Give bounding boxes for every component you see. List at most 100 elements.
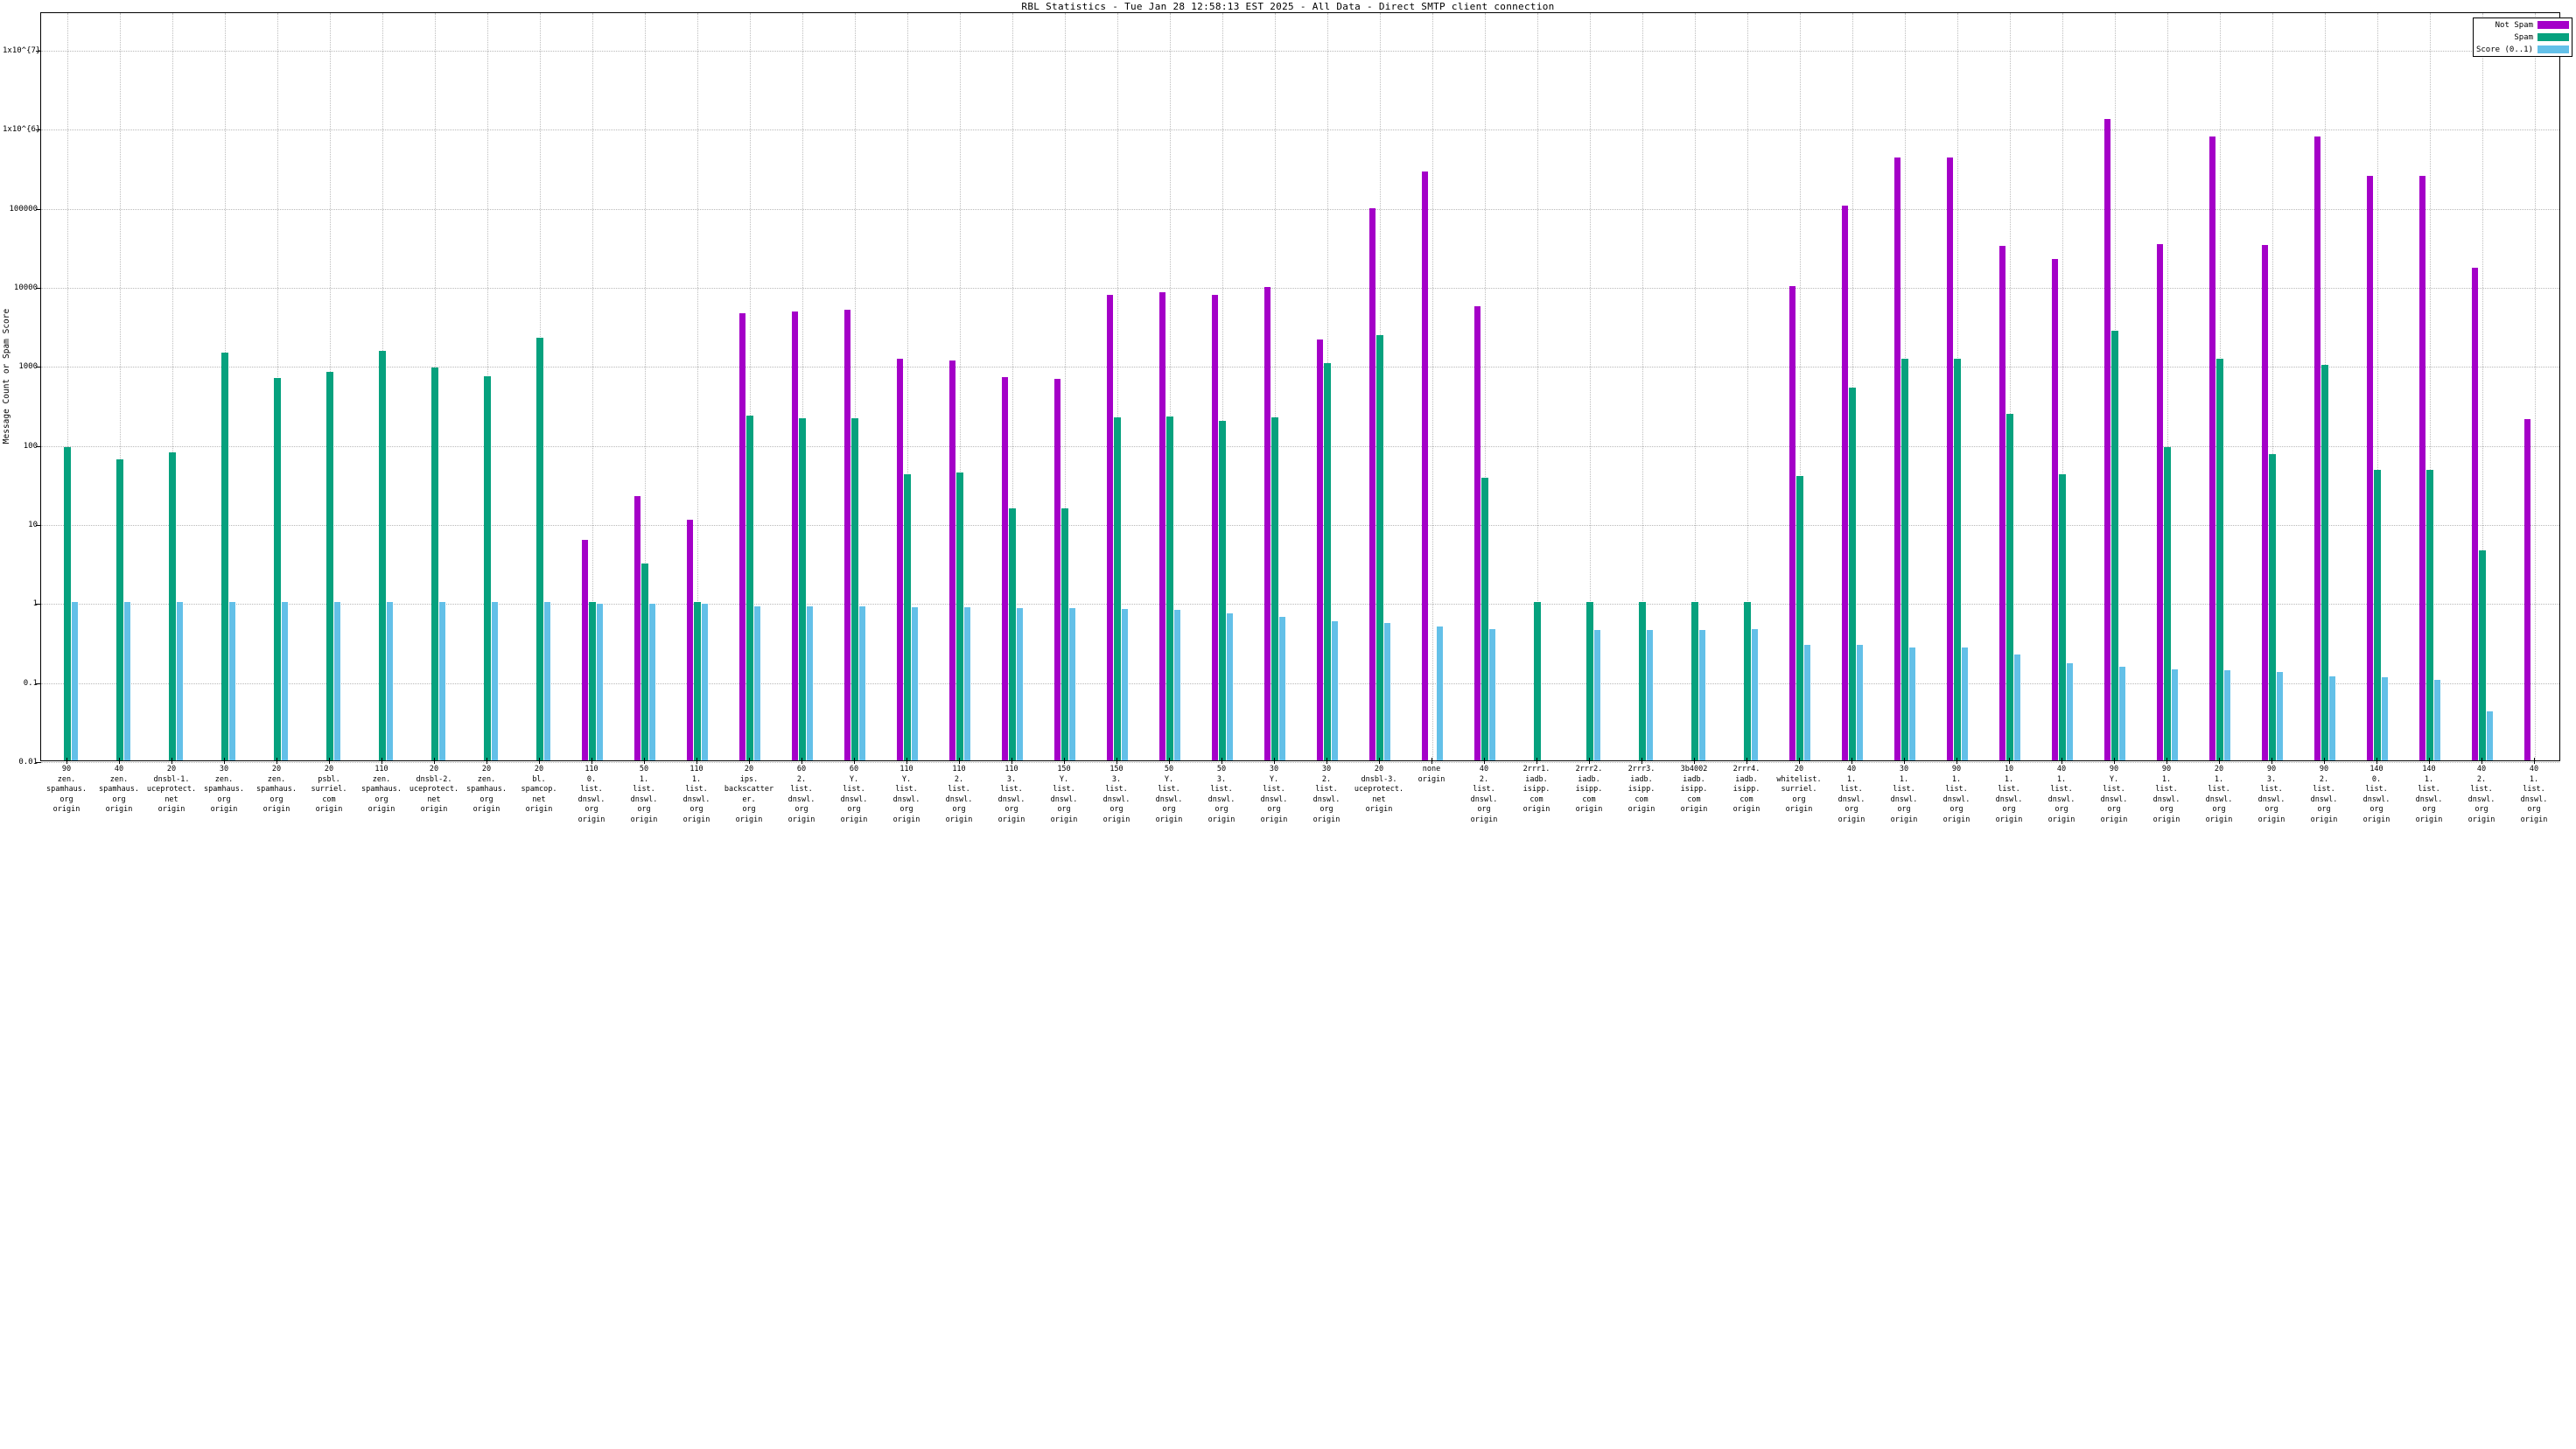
gridline-vertical xyxy=(1747,13,1748,760)
x-tick-label: 20 ips. backscatterer. org origin xyxy=(724,765,774,824)
x-tick-mark xyxy=(66,758,67,764)
gridline-horizontal xyxy=(41,288,2559,290)
bar-not-spam xyxy=(2156,244,2164,760)
x-tick-mark xyxy=(2324,758,2325,764)
x-tick-label: 20 1. list. dnswl. org origin xyxy=(2205,765,2233,824)
x-tick-mark xyxy=(1326,758,1327,764)
gridline-vertical xyxy=(2167,13,2168,760)
gridline-vertical xyxy=(67,13,68,760)
x-tick-mark xyxy=(1956,758,1957,764)
bar-not-spam xyxy=(1998,246,2006,760)
bar-spam xyxy=(536,338,543,760)
bar-spam xyxy=(1849,388,1856,760)
bar-score xyxy=(1383,622,1391,760)
bar-score xyxy=(2066,662,2074,760)
x-tick-mark xyxy=(1274,758,1275,764)
x-tick-label: 90 2. list. dnswl. org origin xyxy=(2310,765,2338,824)
x-tick-mark xyxy=(2219,758,2220,764)
bar-spam xyxy=(746,416,753,760)
y-tick-label: 0.1 xyxy=(23,678,38,688)
x-tick-label: 110 1. list. dnswl. org origin xyxy=(682,765,710,824)
bar-spam xyxy=(326,372,333,760)
bar-score xyxy=(1698,629,1706,760)
x-tick-mark xyxy=(1799,758,1800,764)
bar-score xyxy=(1961,647,1969,760)
bar-spam xyxy=(431,368,438,760)
bar-not-spam xyxy=(1054,378,1061,760)
x-tick-mark xyxy=(1904,758,1905,764)
bar-not-spam xyxy=(2208,136,2216,760)
bar-spam xyxy=(1744,602,1751,760)
gridline-vertical xyxy=(1275,13,1276,760)
x-tick-mark xyxy=(224,758,225,764)
gridline-vertical xyxy=(1012,13,1013,760)
bar-score xyxy=(1226,613,1234,760)
bar-spam xyxy=(2059,473,2066,760)
bar-spam xyxy=(1271,416,1278,760)
x-tick-mark xyxy=(1379,758,1380,764)
x-tick-label: 2rrr3. iadb. isipp. com origin xyxy=(1628,765,1656,814)
gridline-vertical xyxy=(120,13,121,760)
bar-score xyxy=(2328,676,2336,760)
bar-score xyxy=(1646,629,1654,760)
bar-score xyxy=(438,602,446,760)
y-tick-label: 0.01 xyxy=(18,758,38,766)
bar-not-spam xyxy=(1474,305,1481,760)
bar-spam xyxy=(851,417,858,760)
x-tick-label: 110 3. list. dnswl. org origin xyxy=(998,765,1026,824)
x-tick-label: 2rrr4. iadb. isipp. com origin xyxy=(1732,765,1760,814)
bar-spam xyxy=(2321,365,2328,760)
x-tick-mark xyxy=(1694,758,1695,764)
gridline-vertical xyxy=(645,13,646,760)
bar-spam xyxy=(1954,359,1961,760)
x-tick-label: 90 zen. spamhaus. org origin xyxy=(46,765,88,814)
x-tick-label: 3b4002 iadb. isipp. com origin xyxy=(1680,765,1708,814)
chart-legend: Not Spam Spam Score (0..1) xyxy=(2472,18,2572,57)
bar-score xyxy=(71,602,79,760)
x-tick-mark xyxy=(749,758,750,764)
x-tick-label: 40 1. list. dnswl. org origin xyxy=(2520,765,2548,824)
x-tick-label: 20 bl. spamcop. net origin xyxy=(521,765,557,814)
gridline-vertical xyxy=(1695,13,1696,760)
x-tick-mark xyxy=(119,758,120,764)
bar-spam xyxy=(1376,335,1383,760)
bar-not-spam xyxy=(1894,157,1901,760)
x-tick-label: 40 2. list. dnswl. org origin xyxy=(2468,765,2496,824)
gridline-vertical xyxy=(1800,13,1801,760)
x-tick-label: 110 zen. spamhaus. org origin xyxy=(360,765,402,814)
gridline-vertical xyxy=(802,13,803,760)
bar-spam xyxy=(2164,446,2171,760)
legend-item: Score (0..1) xyxy=(2476,45,2569,54)
bar-score xyxy=(123,602,131,760)
x-tick-label: 10 1. list. dnswl. org origin xyxy=(1995,765,2023,824)
x-tick-label: 90 1. list. dnswl. org origin xyxy=(2152,765,2180,824)
bar-not-spam xyxy=(1788,286,1796,760)
x-tick-label: 20 dnsbl-2. uceprotect. net origin xyxy=(409,765,459,814)
gridline-horizontal xyxy=(41,208,2559,210)
bar-not-spam xyxy=(1368,207,1376,760)
bar-spam xyxy=(2269,454,2276,760)
gridline-vertical xyxy=(172,13,173,760)
bar-not-spam xyxy=(2366,175,2374,760)
x-axis-labels: 90 zen. spamhaus. org origin 40 zen. spam… xyxy=(40,758,2560,861)
y-tick-label: 1 xyxy=(32,599,38,609)
gridline-vertical xyxy=(1170,13,1171,760)
bar-not-spam xyxy=(2524,418,2531,760)
x-tick-mark xyxy=(1746,758,1747,764)
x-tick-label: 140 0. list. dnswl. org origin xyxy=(2362,765,2390,824)
gridline-vertical xyxy=(1432,13,1433,760)
legend-swatch-not-spam xyxy=(2538,21,2569,29)
bar-not-spam xyxy=(896,359,904,760)
bar-spam xyxy=(1534,602,1541,760)
x-tick-mark xyxy=(854,758,855,764)
bar-score xyxy=(806,606,814,760)
y-tick-label: 10000 xyxy=(13,284,38,293)
bar-score xyxy=(2381,677,2389,760)
gridline-vertical xyxy=(1117,13,1118,760)
x-tick-label: 20 dnsbl-3. uceprotect. net origin xyxy=(1354,765,1404,814)
x-tick-label: 30 Y. list. dnswl. org origin xyxy=(1260,765,1288,824)
x-tick-label: 140 1. list. dnswl. org origin xyxy=(2415,765,2443,824)
x-tick-label: 20 zen. spamhaus. org origin xyxy=(256,765,298,814)
x-tick-label: 110 0. list. dnswl. org origin xyxy=(578,765,606,824)
